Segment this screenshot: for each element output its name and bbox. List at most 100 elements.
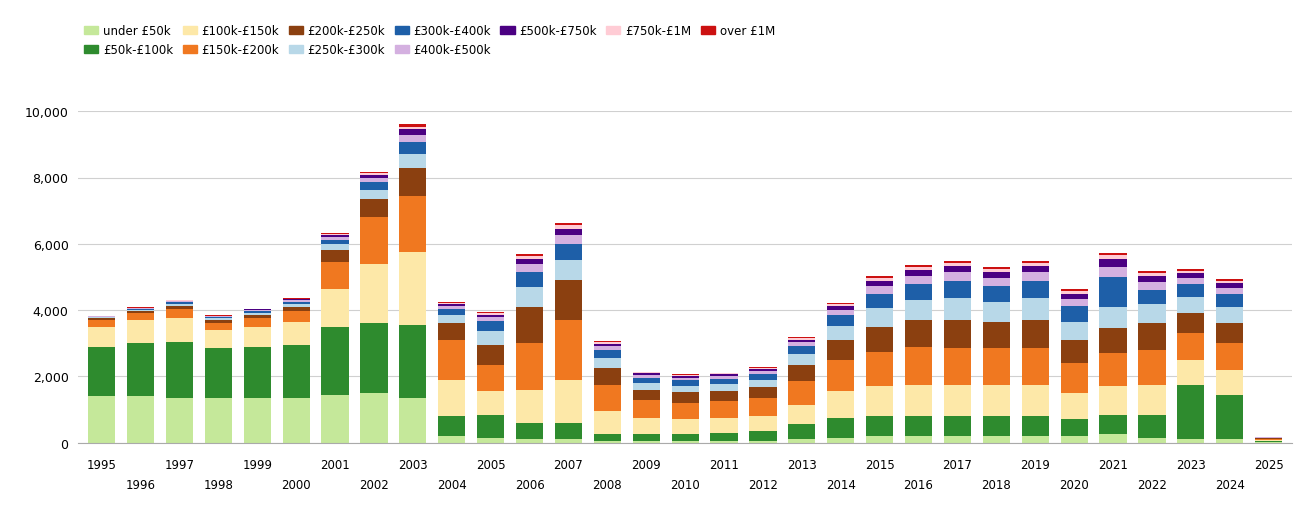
Bar [827,310,855,316]
Bar [166,342,193,398]
Text: 2002: 2002 [359,477,389,491]
Bar [944,263,971,267]
Bar [633,435,660,441]
Bar [788,338,816,340]
Bar [244,347,271,398]
Bar [788,347,816,354]
Bar [478,322,504,331]
Bar [1099,256,1126,260]
Bar [1216,284,1244,288]
Bar [1216,439,1244,443]
Bar [1138,415,1165,438]
Bar [1255,440,1283,441]
Bar [282,307,309,312]
Bar [555,225,582,229]
Bar [555,280,582,321]
Bar [478,345,504,365]
Bar [1022,267,1049,273]
Text: 2015: 2015 [865,458,894,471]
Bar [1099,387,1126,415]
Text: 2011: 2011 [709,458,739,471]
Bar [827,326,855,340]
Text: 2003: 2003 [398,458,428,471]
Bar [944,416,971,436]
Bar [282,300,309,301]
Bar [672,392,698,403]
Bar [555,439,582,443]
Bar [205,317,232,318]
Bar [205,398,232,443]
Bar [1022,281,1049,299]
Bar [1138,385,1165,415]
Bar [515,265,543,272]
Bar [1177,285,1205,297]
Bar [749,367,776,369]
Bar [244,312,271,314]
Bar [360,176,388,179]
Bar [360,183,388,190]
Bar [672,386,698,392]
Bar [710,375,737,376]
Text: 2020: 2020 [1060,477,1088,491]
Text: 2021: 2021 [1098,458,1128,471]
Bar [478,331,504,345]
Bar [166,319,193,342]
Bar [827,305,855,307]
Bar [321,234,348,235]
Bar [1216,307,1244,323]
Bar [710,402,737,418]
Bar [749,416,776,431]
Bar [1177,297,1205,313]
Bar [827,316,855,326]
Bar [438,303,466,304]
Bar [1138,438,1165,443]
Bar [904,436,932,443]
Bar [478,391,504,415]
Bar [904,321,932,347]
Bar [710,384,737,391]
Bar [321,235,348,236]
Bar [555,261,582,280]
Bar [1177,274,1205,278]
Bar [1099,435,1126,443]
Bar [867,352,893,387]
Text: 2006: 2006 [514,477,544,491]
Text: 2005: 2005 [476,458,505,471]
Bar [594,358,621,369]
Bar [1022,385,1049,416]
Bar [1138,290,1165,304]
Bar [983,349,1010,385]
Bar [594,347,621,351]
Bar [749,398,776,416]
Bar [867,387,893,416]
Bar [904,347,932,385]
Bar [515,423,543,439]
Bar [1061,307,1088,322]
Bar [633,374,660,375]
Bar [515,390,543,423]
Bar [788,337,816,338]
Text: 1999: 1999 [243,458,273,471]
Bar [1255,439,1283,440]
Bar [944,273,971,281]
Bar [515,272,543,287]
Bar [1061,436,1088,443]
Bar [166,309,193,319]
Bar [282,301,309,302]
Bar [515,259,543,265]
Bar [478,438,504,443]
Bar [633,441,660,443]
Bar [321,327,348,395]
Bar [710,433,737,441]
Bar [1022,263,1049,267]
Bar [127,321,154,344]
Bar [1138,350,1165,385]
Bar [867,287,893,294]
Bar [321,251,348,263]
Bar [399,196,427,252]
Text: 2013: 2013 [787,458,817,471]
Bar [1177,271,1205,274]
Bar [944,321,971,349]
Text: 2009: 2009 [632,458,662,471]
Bar [87,327,115,347]
